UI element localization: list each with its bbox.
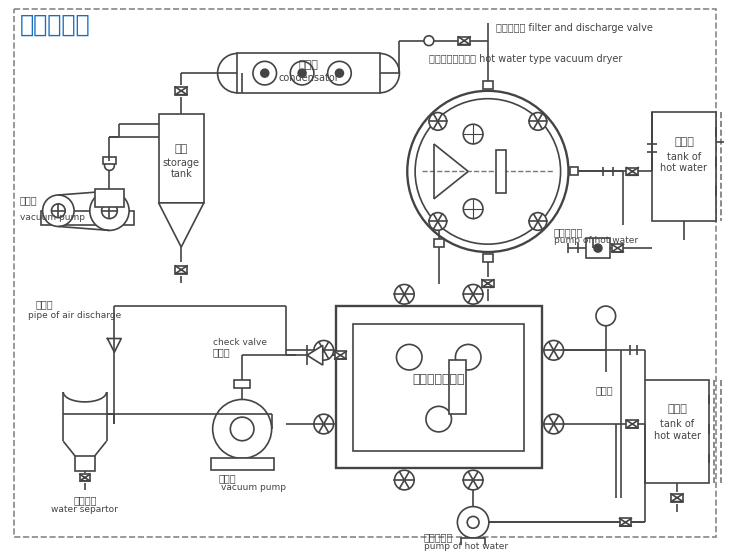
Circle shape (298, 69, 306, 77)
Bar (237, 54, 380, 93)
Circle shape (328, 61, 351, 85)
Circle shape (529, 113, 547, 131)
Circle shape (90, 191, 129, 231)
Bar (334, 351, 346, 359)
Text: tank of
hot water: tank of hot water (653, 419, 701, 441)
Text: 方型真空干燥器: 方型真空干燥器 (412, 373, 465, 386)
Circle shape (231, 417, 254, 441)
Circle shape (314, 414, 334, 434)
Text: 冷凝器: 冷凝器 (299, 60, 318, 70)
Text: 真空泵: 真空泵 (20, 195, 38, 205)
Text: water separtor: water separtor (51, 505, 118, 514)
Circle shape (104, 160, 115, 170)
Bar (671, 494, 683, 502)
Bar (461, 538, 485, 548)
Text: 爆气阀: 爆气阀 (596, 385, 614, 395)
Circle shape (396, 345, 422, 370)
Circle shape (464, 284, 483, 304)
Text: tank of
hot water: tank of hot water (661, 152, 707, 174)
Circle shape (458, 507, 489, 538)
Circle shape (51, 204, 65, 218)
Bar (586, 238, 610, 258)
Bar (483, 254, 493, 262)
Circle shape (42, 195, 74, 227)
Polygon shape (158, 203, 204, 247)
Text: 热水管道泵: 热水管道泵 (424, 532, 453, 542)
Bar (482, 280, 493, 288)
Bar (570, 168, 578, 175)
Bar (652, 112, 716, 221)
Circle shape (456, 345, 481, 370)
Circle shape (336, 69, 343, 77)
Bar (483, 81, 493, 89)
Bar (211, 458, 274, 470)
Text: 热水型真空干燥器 hot water type vacuum dryer: 热水型真空干燥器 hot water type vacuum dryer (429, 54, 622, 65)
Circle shape (544, 341, 564, 360)
Bar (612, 244, 623, 252)
Bar (353, 324, 524, 451)
Bar (448, 360, 466, 414)
Bar (41, 211, 134, 225)
Circle shape (464, 470, 483, 490)
Bar (626, 168, 638, 175)
Bar (620, 519, 631, 526)
Text: pipe of air discharge: pipe of air discharge (28, 311, 121, 320)
Bar (103, 156, 116, 164)
Text: condensator: condensator (278, 73, 339, 83)
Bar (434, 239, 444, 247)
Circle shape (394, 470, 414, 490)
Text: pump of hot water: pump of hot water (554, 236, 638, 246)
Circle shape (101, 203, 118, 218)
Circle shape (464, 124, 483, 144)
Text: 工艺流程图: 工艺流程图 (20, 13, 91, 37)
Circle shape (424, 36, 434, 45)
Circle shape (544, 414, 564, 434)
Circle shape (212, 399, 272, 458)
Circle shape (407, 91, 569, 252)
Text: vacuum pump: vacuum pump (220, 483, 285, 492)
Circle shape (253, 61, 277, 85)
Bar (158, 114, 204, 203)
Text: 真空泵: 真空泵 (218, 473, 237, 483)
Circle shape (529, 212, 547, 230)
Bar (336, 306, 542, 468)
Polygon shape (307, 346, 323, 365)
Text: check valve: check valve (212, 337, 266, 347)
Circle shape (429, 212, 447, 230)
Text: 热水管道泵: 热水管道泵 (554, 227, 583, 237)
Bar (234, 380, 250, 388)
Bar (175, 87, 187, 95)
Circle shape (291, 61, 314, 85)
Circle shape (394, 284, 414, 304)
Circle shape (415, 98, 561, 244)
Text: 过滤放空阀 filter and discharge valve: 过滤放空阀 filter and discharge valve (496, 23, 653, 33)
Bar (75, 456, 95, 471)
Text: 热水箱: 热水箱 (667, 404, 687, 414)
Bar (626, 420, 638, 428)
Text: 贮罐: 贮罐 (174, 144, 188, 154)
Text: 水分离器: 水分离器 (73, 495, 96, 505)
Circle shape (261, 69, 269, 77)
Text: storage
tank: storage tank (163, 158, 200, 179)
Circle shape (314, 341, 334, 360)
Text: 热水箱: 热水箱 (674, 137, 694, 147)
Circle shape (429, 113, 447, 131)
Circle shape (467, 517, 479, 528)
Bar (175, 266, 187, 274)
Circle shape (426, 406, 451, 432)
Bar (645, 380, 709, 483)
Bar (95, 189, 124, 207)
Bar (80, 474, 90, 481)
Text: 排气管: 排气管 (36, 299, 53, 309)
Bar (458, 37, 470, 45)
Circle shape (594, 244, 602, 252)
Circle shape (596, 306, 615, 326)
Text: pump of hot water: pump of hot water (424, 542, 508, 551)
Text: vacuum pump: vacuum pump (20, 213, 85, 222)
Text: 逆止阀: 逆止阀 (212, 347, 230, 357)
Circle shape (464, 199, 483, 218)
Bar (496, 150, 506, 193)
